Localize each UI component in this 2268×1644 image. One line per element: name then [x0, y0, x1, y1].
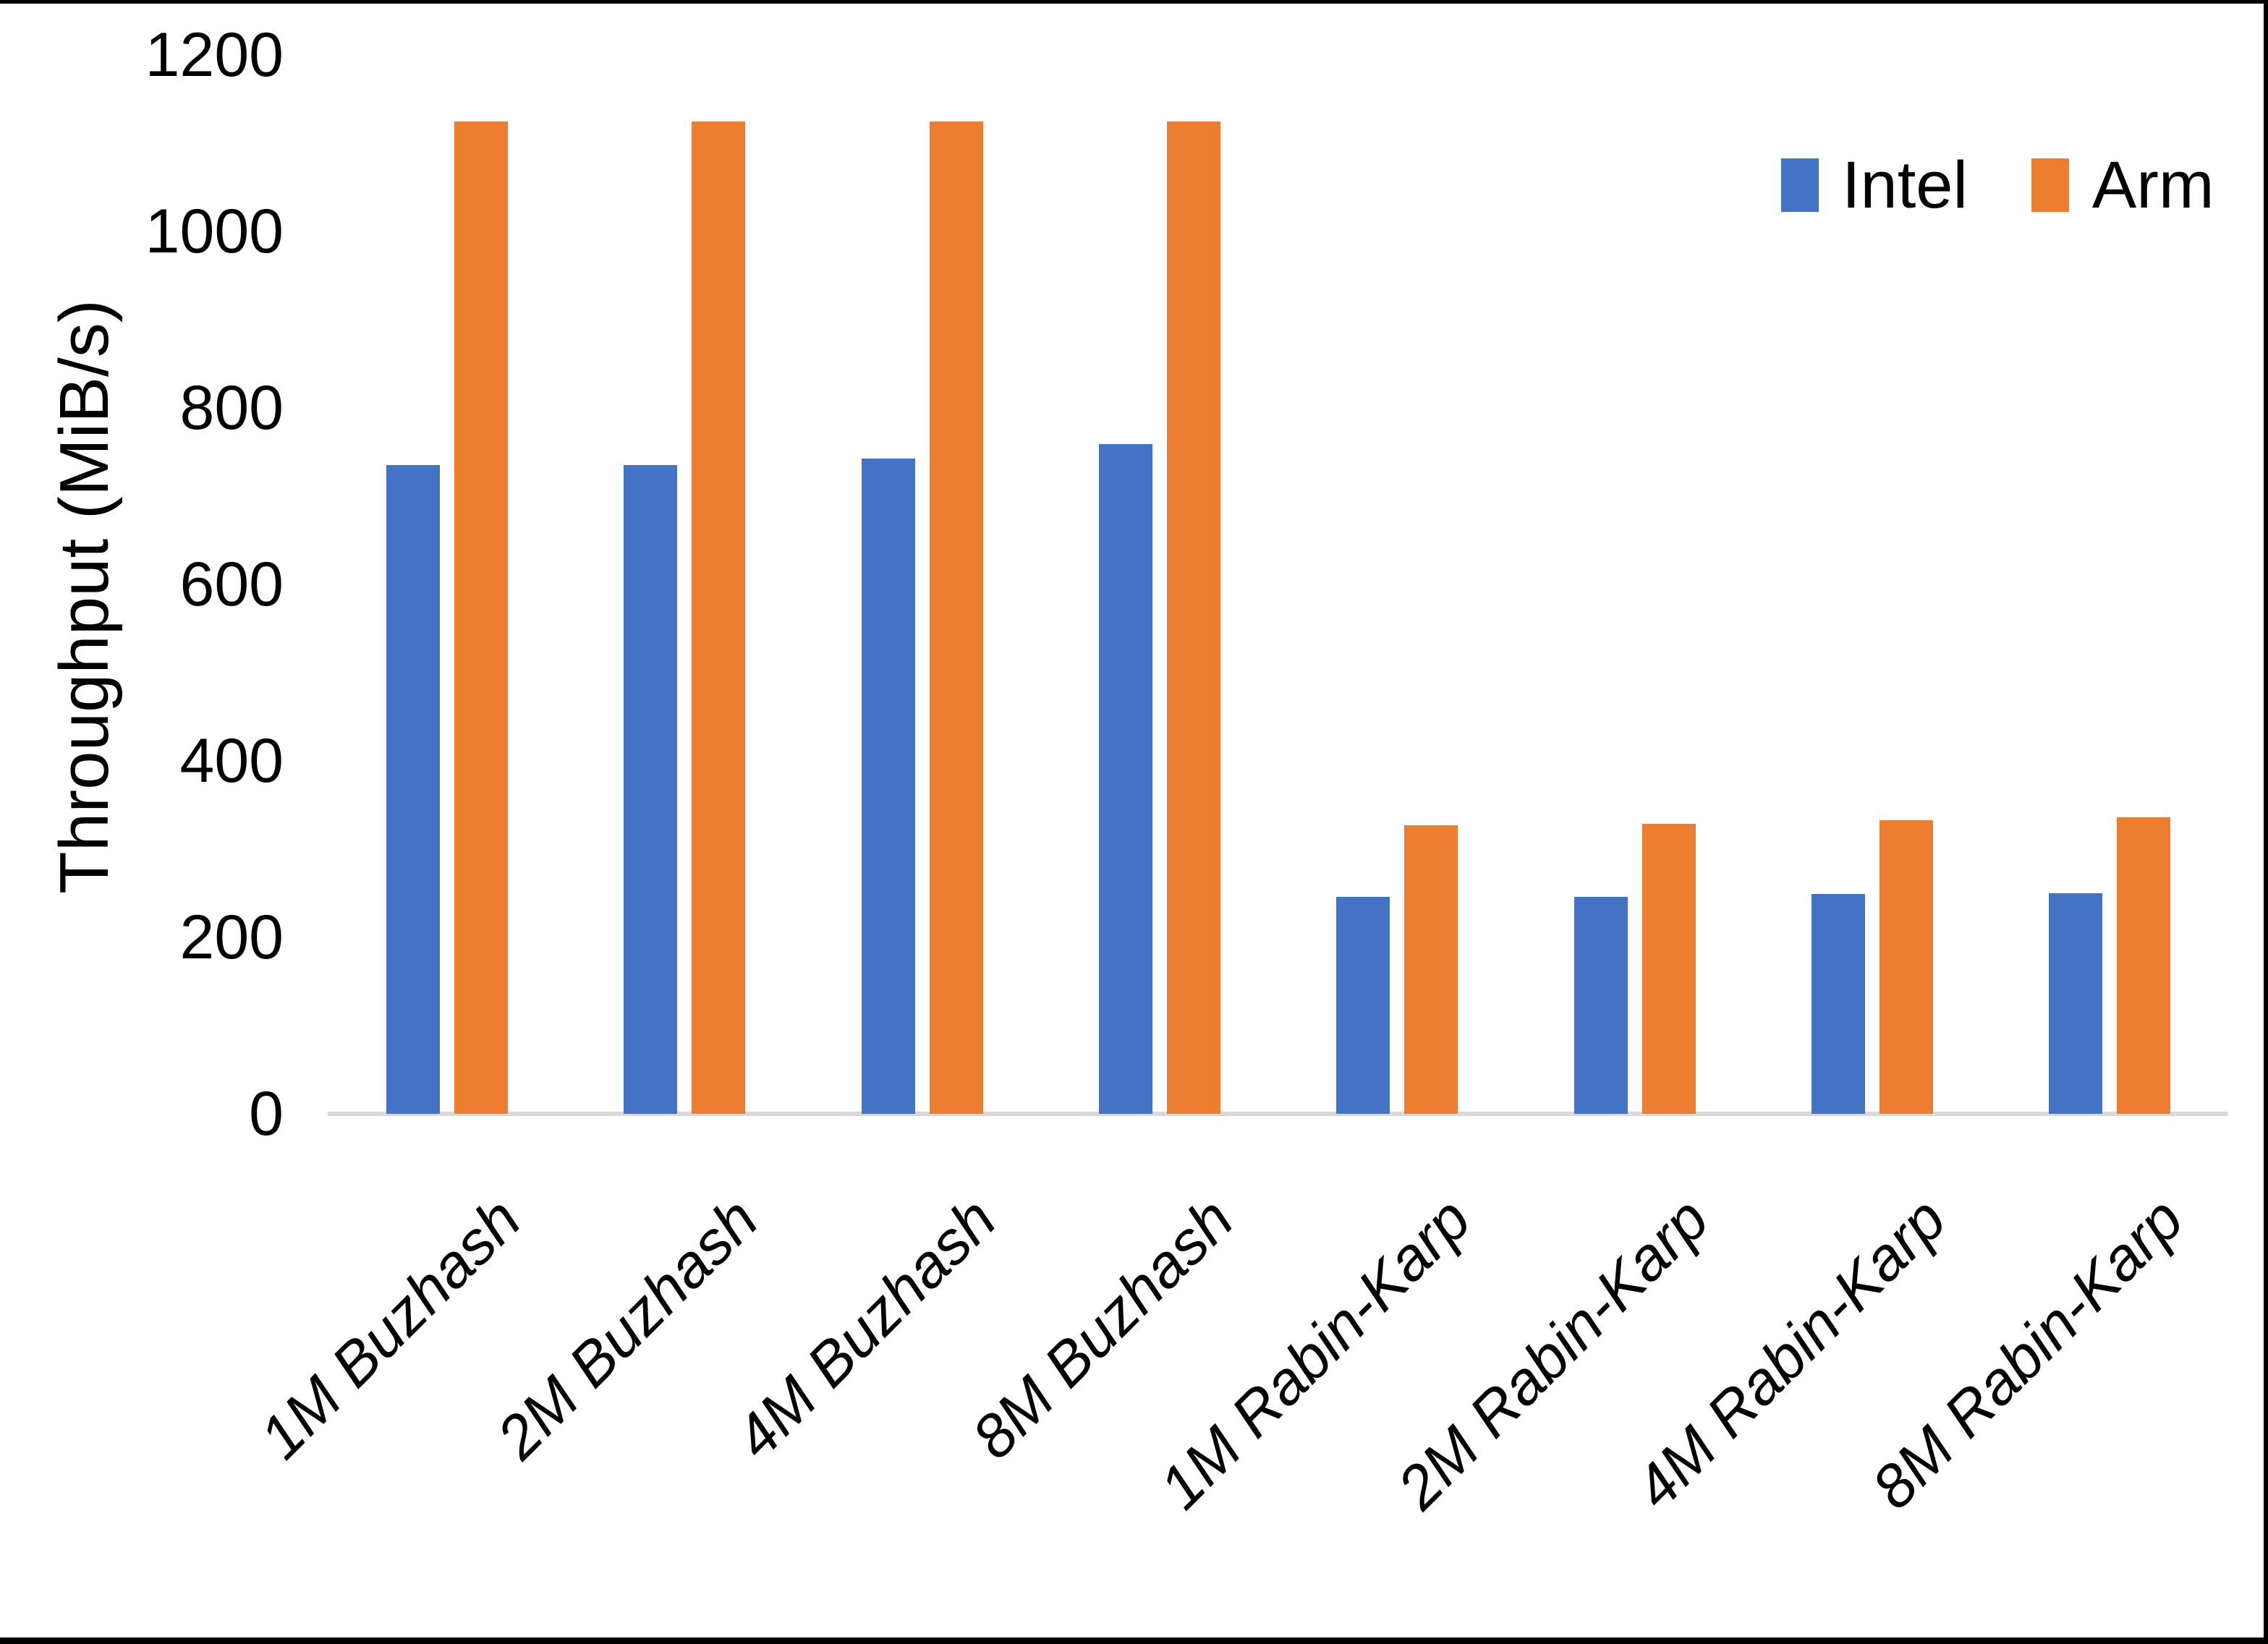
legend-item-arm: Arm [2031, 152, 2214, 218]
bar-intel-8m-rabin-karp [2049, 893, 2103, 1114]
y-tick-label-400: 400 [179, 726, 284, 796]
bar-intel-1m-buzhash [386, 465, 440, 1114]
y-tick-label-1200: 1200 [145, 20, 284, 90]
screenshot-edge-right [2264, 0, 2268, 1644]
bar-arm-8m-buzhash [1166, 121, 1220, 1114]
bar-intel-4m-rabin-karp [1811, 894, 1865, 1114]
bar-arm-2m-buzhash [692, 121, 746, 1114]
screenshot-edge-bottom [0, 1637, 2268, 1644]
legend-label-arm: Arm [2091, 148, 2214, 222]
bar-intel-2m-buzhash [624, 465, 678, 1114]
y-tick-label-600: 600 [179, 550, 284, 619]
legend-swatch-arm [2031, 158, 2069, 212]
y-tick-label-0: 0 [249, 1079, 284, 1149]
bar-arm-1m-rabin-karp [1404, 825, 1458, 1114]
x-axis-line [328, 1112, 2228, 1116]
legend: Intel Arm [1781, 142, 2214, 229]
legend-swatch-intel [1781, 158, 1819, 212]
bar-arm-4m-buzhash [929, 121, 983, 1114]
legend-item-intel: Intel [1781, 152, 1968, 218]
bar-intel-4m-buzhash [861, 458, 915, 1114]
y-tick-label-1000: 1000 [145, 197, 284, 266]
screenshot-edge-top [0, 0, 2268, 4]
bar-arm-8m-rabin-karp [2117, 817, 2171, 1114]
bar-arm-4m-rabin-karp [1879, 819, 1933, 1114]
y-tick-label-800: 800 [179, 373, 284, 443]
bar-intel-2m-rabin-karp [1573, 896, 1628, 1114]
bar-arm-2m-rabin-karp [1641, 823, 1696, 1114]
legend-label-intel: Intel [1842, 148, 1968, 222]
bar-intel-1m-rabin-karp [1336, 896, 1390, 1114]
bar-intel-8m-buzhash [1098, 444, 1152, 1114]
y-tick-label-200: 200 [179, 903, 284, 972]
bar-arm-1m-buzhash [454, 121, 508, 1114]
